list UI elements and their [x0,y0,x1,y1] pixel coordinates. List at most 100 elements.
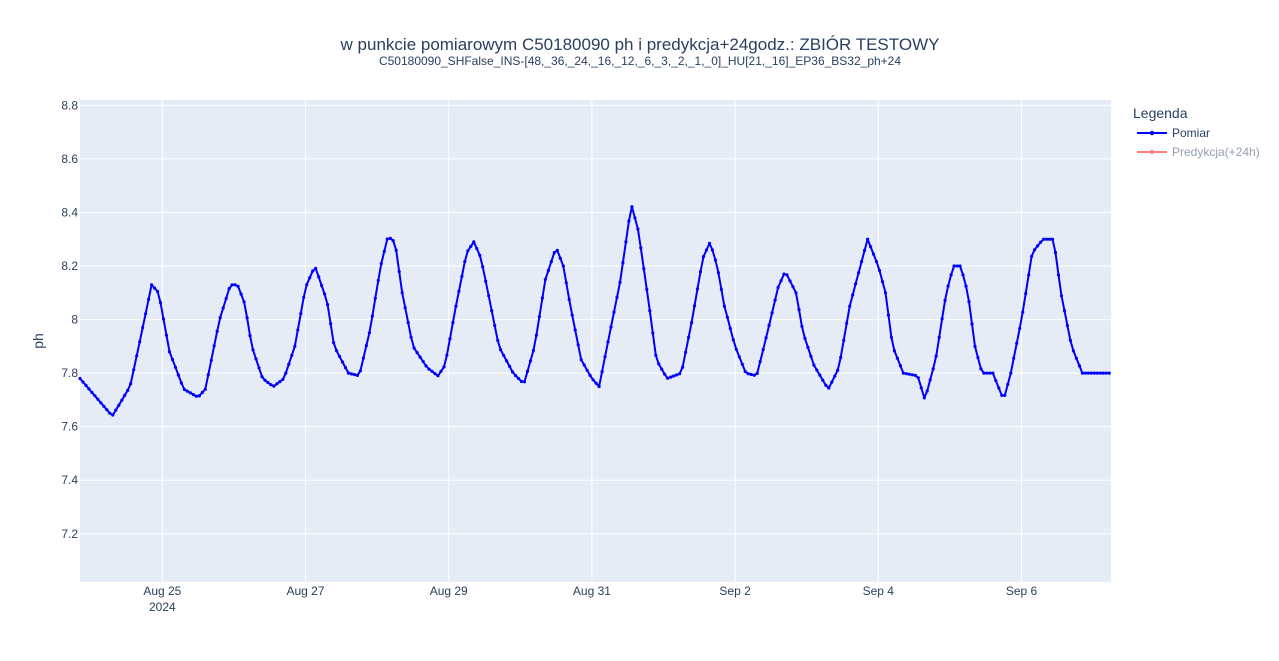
data-point-pomiar [582,363,586,367]
data-point-pomiar [242,300,246,304]
data-point-pomiar [490,309,494,313]
data-point-pomiar [528,359,533,363]
data-point-pomiar [567,297,571,302]
data-point-pomiar [248,334,252,338]
data-point-pomiar [191,393,195,397]
data-point-pomiar [233,283,237,287]
data-point-pomiar [866,237,870,241]
data-point-pomiar [114,408,118,412]
data-point-pomiar [457,289,461,293]
data-point-pomiar [430,369,434,373]
data-point-pomiar [364,343,368,348]
data-point-pomiar [230,283,234,287]
data-point-pomiar [343,366,348,370]
data-point-pomiar [185,389,189,393]
y-tick-label: 8.8 [61,98,78,112]
data-point-pomiar [102,404,106,408]
series-layer [78,205,1111,417]
data-point-pomiar [1021,310,1025,314]
data-point-pomiar [144,312,148,316]
data-point-pomiar [281,377,285,381]
data-point-pomiar [111,413,115,417]
data-point-pomiar [96,397,100,401]
data-point-pomiar [451,321,455,325]
x-tick-year-label: 2024 [149,600,176,614]
data-point-pomiar [499,348,503,352]
data-point-pomiar [803,336,807,340]
data-point-pomiar [895,356,900,360]
data-point-pomiar [788,279,792,283]
data-point-pomiar [361,356,365,360]
data-point-pomiar [854,282,858,286]
data-point-pomiar [555,248,559,252]
data-point-pomiar [513,373,518,378]
data-point-pomiar [469,244,473,248]
data-point-pomiar [949,273,953,277]
data-point-pomiar [585,368,589,372]
data-point-pomiar [961,273,965,277]
data-point-pomiar [782,272,786,276]
data-point-pomiar [93,394,97,398]
data-point-pomiar [505,359,509,363]
data-point-pomiar [1024,291,1028,296]
data-point-pomiar [833,374,837,378]
data-point-pomiar [797,307,801,312]
data-point-pomiar [466,249,470,253]
data-point-pomiar [215,329,219,333]
data-point-pomiar [1018,326,1022,331]
data-point-pomiar [675,373,679,377]
data-point-pomiar [317,275,321,279]
data-point-pomiar [1065,323,1069,328]
data-point-pomiar [87,387,91,391]
data-point-pomiar [436,374,440,378]
data-point-pomiar [1027,273,1031,277]
data-point-pomiar [901,371,906,375]
data-point-pomiar [1083,371,1087,375]
data-point-pomiar [120,398,124,402]
data-point-pomiar [400,291,404,295]
data-point-pomiar [1033,248,1037,252]
y-tick-label: 7.4 [61,473,78,487]
data-point-pomiar [558,256,562,260]
data-point-pomiar [263,378,267,382]
data-point-pomiar [239,292,243,296]
data-point-pomiar [836,368,840,372]
data-point-pomiar [669,375,673,379]
data-point-pomiar [251,348,255,352]
data-point-pomiar [227,287,231,291]
data-point-pomiar [534,333,539,337]
data-point-pomiar [1086,371,1090,375]
data-point-pomiar [1042,237,1046,241]
data-point-pomiar [135,354,139,358]
data-point-pomiar [618,280,622,284]
data-point-pomiar [418,355,422,359]
data-point-pomiar [284,371,288,375]
data-point-pomiar [973,344,977,348]
data-point-pomiar [278,380,282,384]
y-tick-label: 8.6 [61,152,78,166]
data-point-pomiar [493,323,497,328]
data-point-pomiar [439,369,443,373]
data-point-pomiar [141,326,145,330]
data-point-pomiar [913,373,917,377]
data-point-pomiar [710,248,715,252]
data-point-pomiar [678,372,682,376]
data-point-pomiar [445,353,449,357]
data-point-pomiar [182,387,186,392]
data-point-pomiar [448,337,452,341]
y-tick-label: 7.8 [61,366,78,380]
legend-entry-pomiar[interactable]: Pomiar [1137,126,1210,140]
data-point-pomiar [129,382,133,386]
data-point-pomiar [1074,356,1078,360]
data-point-pomiar [1062,309,1067,313]
data-point-pomiar [624,240,628,244]
data-point-pomiar [531,348,536,353]
y-grid-lines [80,104,1111,535]
data-point-pomiar [81,380,85,384]
legend-entry-predykcja[interactable]: Predykcja(+24h) [1137,145,1260,159]
data-point-pomiar [1059,294,1064,298]
data-point-pomiar [335,349,339,353]
data-point-pomiar [591,378,595,382]
data-point-pomiar [397,270,401,274]
data-point-pomiar [633,216,637,220]
